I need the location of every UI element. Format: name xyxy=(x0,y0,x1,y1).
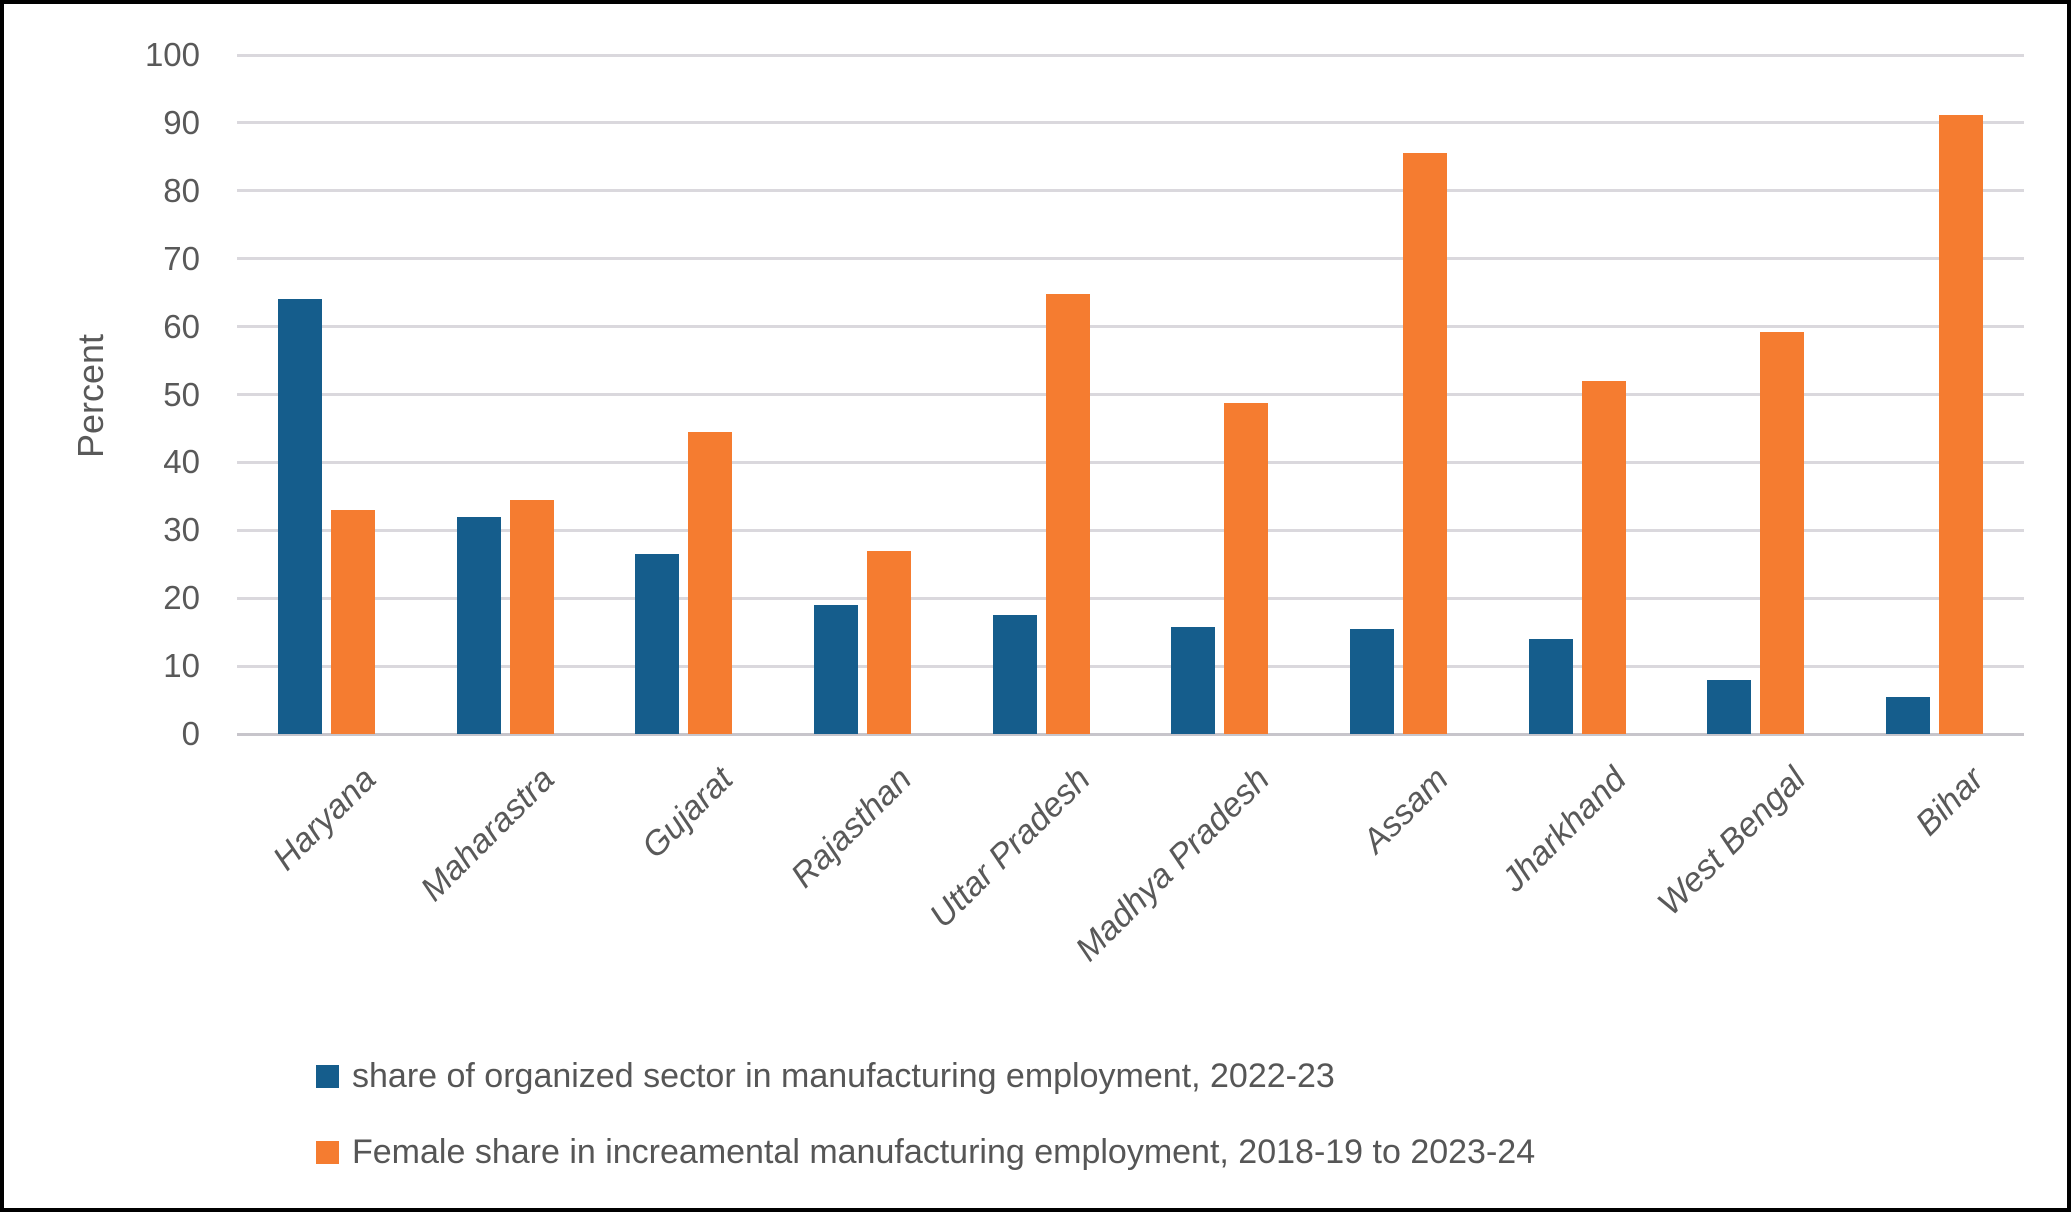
bar xyxy=(330,509,375,734)
y-tick-label: 0 xyxy=(181,715,200,752)
x-tick-label: Uttar Pradesh xyxy=(922,760,1099,936)
bar-group-west-bengal xyxy=(1667,55,1846,734)
bar-group-jharkhand xyxy=(1488,55,1667,734)
bar xyxy=(866,550,911,734)
x-tick-label: Maharastra xyxy=(413,760,562,909)
bar xyxy=(456,516,501,734)
legend-item-female-share: Female share in increamental manufacturi… xyxy=(316,1133,1535,1172)
x-tick-label: Gujarat xyxy=(634,760,741,866)
bar xyxy=(1581,380,1626,734)
bar-group-madhya-pradesh xyxy=(1131,55,1310,734)
bar xyxy=(1886,696,1931,734)
legend-label: Female share in increamental manufacturi… xyxy=(352,1133,1536,1171)
y-tick-label: 80 xyxy=(163,171,200,209)
gridline xyxy=(237,257,2024,261)
x-tick-label: West Bengal xyxy=(1650,760,1813,923)
bar xyxy=(992,614,1037,734)
x-tick-label: Assam xyxy=(1355,760,1456,861)
bar xyxy=(635,554,680,734)
plot-area xyxy=(237,53,2024,736)
bar xyxy=(509,499,554,734)
y-tick-label: 90 xyxy=(163,103,200,141)
y-tick-label: 20 xyxy=(163,579,200,617)
gridline xyxy=(237,325,2024,329)
gridline xyxy=(237,189,2024,193)
legend-swatch-blue xyxy=(316,1065,339,1088)
bar-groups xyxy=(237,55,2024,734)
legend-label: share of organized sector in manufacturi… xyxy=(352,1057,1335,1095)
bar xyxy=(1760,332,1805,734)
gridline xyxy=(237,121,2024,125)
y-tick-label: 100 xyxy=(144,36,200,73)
y-axis-title: Percent xyxy=(70,333,111,459)
y-tick-label: 10 xyxy=(163,647,200,685)
bar-group-bihar xyxy=(1845,55,2024,734)
bar xyxy=(1171,627,1216,734)
bar xyxy=(688,431,733,734)
gridline xyxy=(237,664,2024,668)
bar xyxy=(813,605,858,734)
bar-group-haryana xyxy=(237,55,416,734)
x-axis-line xyxy=(237,732,2024,736)
bar xyxy=(1707,680,1752,734)
bar xyxy=(1045,294,1090,734)
gridline xyxy=(237,53,2024,57)
gridline xyxy=(237,596,2024,600)
bar-group-rajasthan xyxy=(773,55,952,734)
y-tick-label: 60 xyxy=(163,307,200,345)
y-tick-label: 50 xyxy=(163,375,200,413)
bar xyxy=(277,299,322,734)
bar-group-assam xyxy=(1309,55,1488,734)
bar-group-uttar-pradesh xyxy=(952,55,1131,734)
gridline xyxy=(237,393,2024,396)
legend-item-organized-sector: share of organized sector in manufacturi… xyxy=(316,1057,1335,1096)
bar-group-gujarat xyxy=(594,55,773,734)
gridline xyxy=(237,460,2024,464)
bar xyxy=(1403,153,1448,734)
x-tick-label: Haryana xyxy=(265,760,384,878)
bar xyxy=(1350,628,1395,734)
x-tick-label: Madhya Pradesh xyxy=(1068,760,1277,969)
bar xyxy=(1528,638,1573,734)
y-tick-label: 30 xyxy=(163,511,200,549)
gridline xyxy=(237,528,2024,532)
bar-group-maharastra xyxy=(416,55,595,734)
legend-swatch-orange xyxy=(316,1141,339,1164)
bar xyxy=(1939,114,1984,734)
bar xyxy=(1224,403,1269,734)
x-tick-label: Jharkhand xyxy=(1494,760,1635,900)
y-tick-label: 70 xyxy=(163,239,200,277)
x-tick-label: Bihar xyxy=(1908,760,1992,843)
y-tick-label: 40 xyxy=(163,443,200,481)
x-tick-label: Rajasthan xyxy=(784,760,920,896)
